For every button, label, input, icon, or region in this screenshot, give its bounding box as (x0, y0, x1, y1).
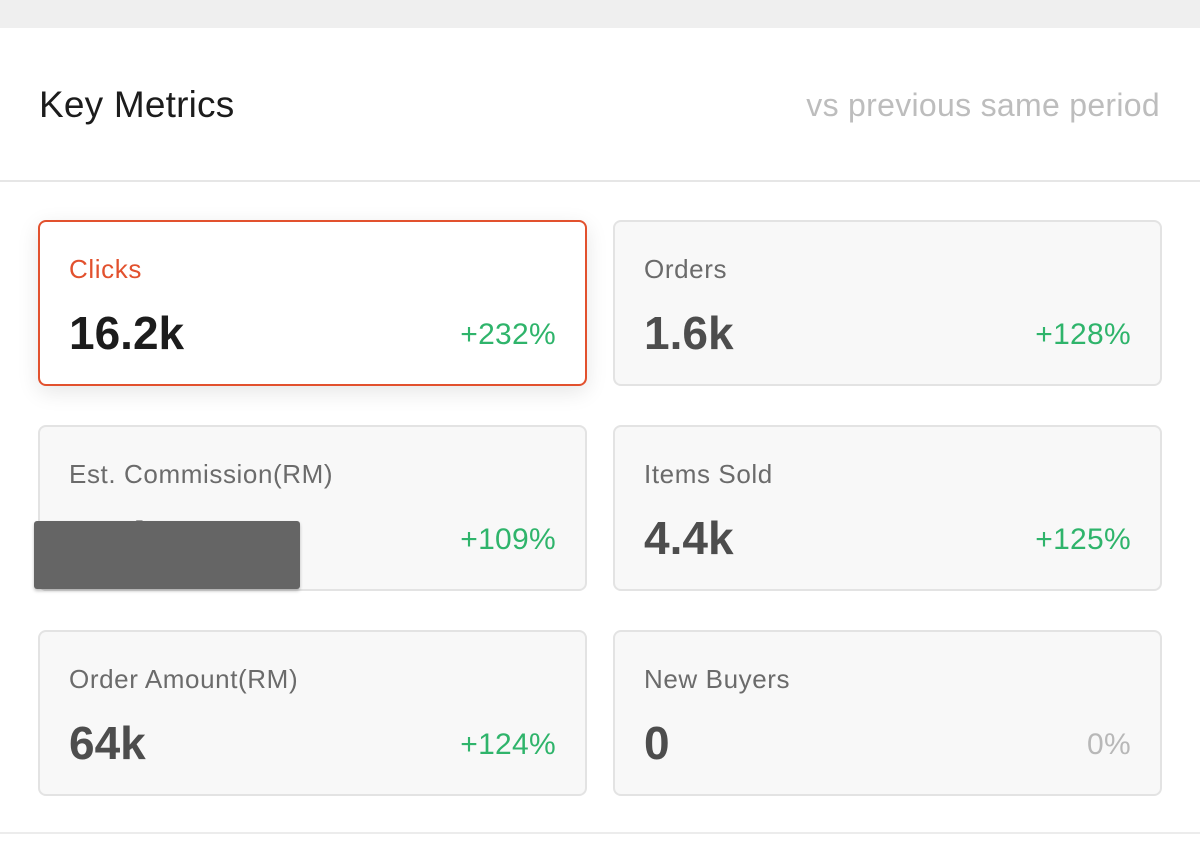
metric-label: Items Sold (644, 459, 773, 489)
header-divider (0, 180, 1200, 182)
metric-change: +124% (460, 728, 556, 761)
bottom-divider (0, 832, 1200, 834)
metric-card-clicks[interactable]: Clicks 16.2k +232% (38, 220, 587, 386)
metric-value: 64k (69, 717, 146, 769)
metric-card-orders[interactable]: Orders 1.6k +128% (613, 220, 1162, 386)
metric-change: 0% (1087, 728, 1131, 761)
metric-value: 4.4k (644, 512, 734, 564)
top-strip (0, 0, 1200, 28)
metric-card-order-amount[interactable]: Order Amount(RM) 64k +124% (38, 630, 587, 796)
metric-value: 0 (644, 717, 670, 769)
key-metrics-header: Key Metrics vs previous same period (0, 28, 1200, 180)
metrics-grid: Clicks 16.2k +232% Orders 1.6k +128% Est… (0, 182, 1200, 832)
metric-change: +128% (1035, 318, 1131, 351)
metric-label: Est. Commission(RM) (69, 459, 334, 489)
metric-card-items-sold[interactable]: Items Sold 4.4k +125% (613, 425, 1162, 591)
metric-label: Clicks (69, 254, 142, 284)
metric-value: 1.6k (644, 307, 734, 359)
metric-change: +232% (460, 318, 556, 351)
section-title: Key Metrics (39, 84, 235, 125)
metric-card-new-buyers[interactable]: New Buyers 0 0% (613, 630, 1162, 796)
comparison-period-label: vs previous same period (806, 87, 1160, 123)
metric-label: New Buyers (644, 664, 791, 694)
metric-value: 16.2k (69, 307, 185, 359)
redaction-overlay (34, 521, 300, 589)
metric-change: +109% (460, 523, 556, 556)
metric-label: Order Amount(RM) (69, 664, 299, 694)
metric-label: Orders (644, 254, 728, 284)
metric-change: +125% (1035, 523, 1131, 556)
